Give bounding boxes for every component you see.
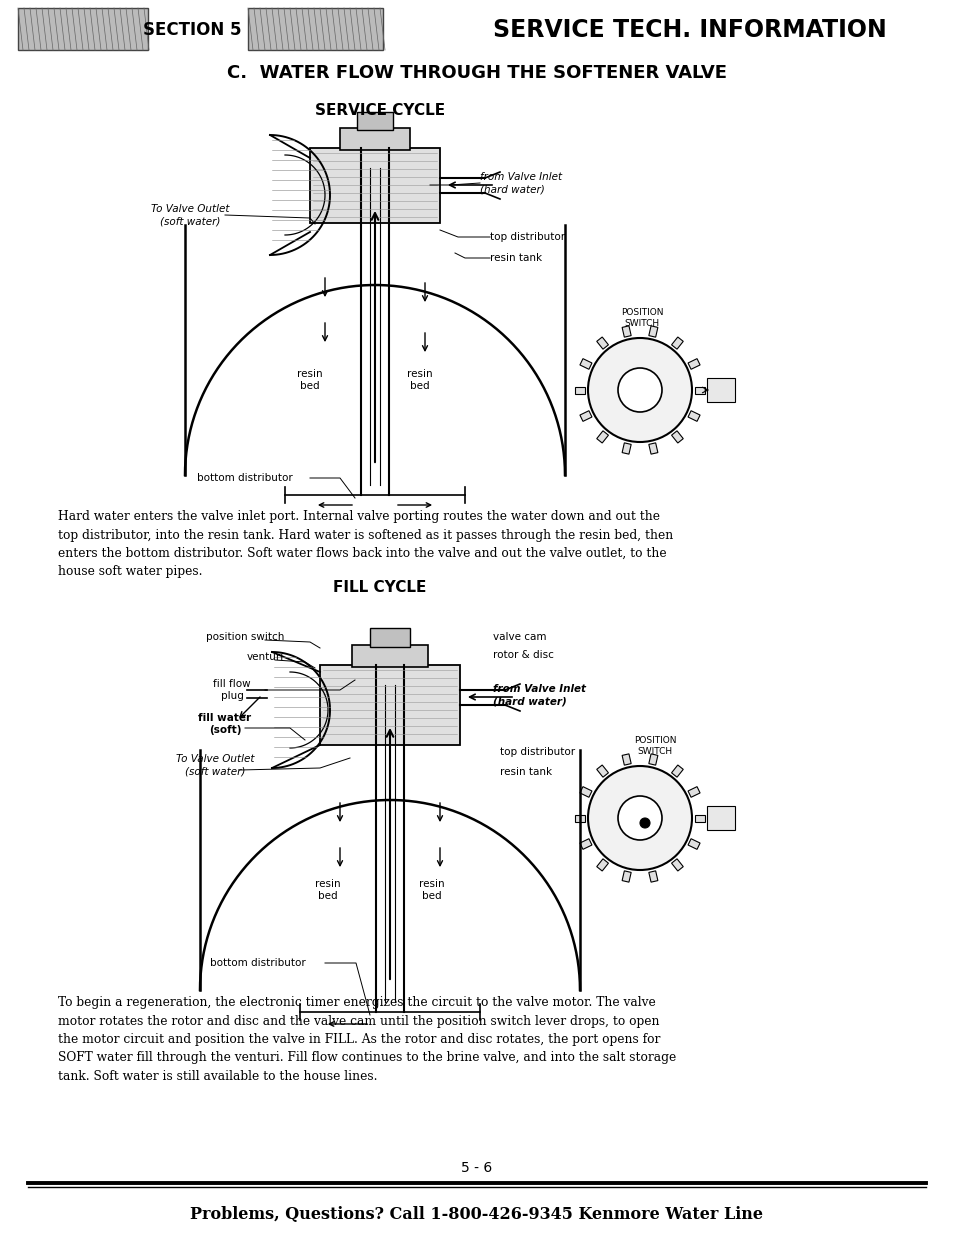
- Bar: [18, 7, 148, 50]
- Polygon shape: [687, 358, 700, 370]
- Text: 5 - 6: 5 - 6: [461, 1161, 492, 1176]
- Bar: [310, 148, 439, 223]
- Polygon shape: [621, 326, 631, 337]
- Text: bottom distributor: bottom distributor: [197, 472, 293, 484]
- Text: FILL CYCLE: FILL CYCLE: [333, 580, 426, 595]
- Polygon shape: [687, 838, 700, 849]
- Text: resin
bed: resin bed: [314, 879, 340, 901]
- Circle shape: [587, 766, 691, 870]
- Text: SERVICE CYCLE: SERVICE CYCLE: [314, 103, 445, 118]
- Text: POSITION
SWITCH: POSITION SWITCH: [620, 308, 662, 329]
- Text: position switch: position switch: [206, 632, 284, 642]
- Text: rotor & disc: rotor & disc: [493, 650, 554, 660]
- Bar: [339, 128, 410, 150]
- Text: To Valve Outlet
(soft water): To Valve Outlet (soft water): [151, 203, 229, 226]
- Polygon shape: [621, 870, 631, 882]
- Polygon shape: [579, 410, 592, 422]
- Text: POSITION
SWITCH: POSITION SWITCH: [633, 737, 676, 756]
- Text: Problems, Questions? Call 1-800-426-9345 Kenmore Water Line: Problems, Questions? Call 1-800-426-9345…: [191, 1207, 762, 1224]
- Circle shape: [618, 796, 661, 839]
- Bar: [706, 378, 734, 402]
- Text: resin tank: resin tank: [499, 768, 552, 777]
- Polygon shape: [648, 870, 658, 882]
- Polygon shape: [579, 838, 592, 849]
- Circle shape: [639, 818, 649, 828]
- Bar: [356, 112, 393, 130]
- Polygon shape: [575, 387, 584, 393]
- Text: fill water
(soft): fill water (soft): [198, 713, 252, 735]
- Circle shape: [618, 368, 661, 412]
- Polygon shape: [687, 410, 700, 422]
- Polygon shape: [671, 337, 682, 350]
- Polygon shape: [648, 326, 658, 337]
- Text: from Valve Inlet
(hard water): from Valve Inlet (hard water): [493, 683, 585, 707]
- Text: SERVICE TECH. INFORMATION: SERVICE TECH. INFORMATION: [493, 19, 886, 42]
- Text: resin
bed: resin bed: [297, 368, 322, 391]
- Bar: [352, 645, 428, 667]
- Polygon shape: [671, 859, 682, 870]
- Polygon shape: [597, 337, 608, 350]
- Polygon shape: [597, 765, 608, 777]
- Text: fill flow
plug: fill flow plug: [213, 678, 251, 701]
- Text: Hard water enters the valve inlet port. Internal valve porting routes the water : Hard water enters the valve inlet port. …: [58, 510, 673, 579]
- Polygon shape: [597, 430, 608, 443]
- Polygon shape: [687, 786, 700, 797]
- Text: To begin a regeneration, the electronic timer energizes the circuit to the valve: To begin a regeneration, the electronic …: [58, 996, 676, 1083]
- Text: top distributor: top distributor: [490, 232, 564, 242]
- Polygon shape: [648, 443, 658, 454]
- Bar: [248, 7, 382, 50]
- Text: from Valve Inlet
(hard water): from Valve Inlet (hard water): [479, 172, 561, 195]
- Polygon shape: [671, 765, 682, 777]
- Text: C.  WATER FLOW THROUGH THE SOFTENER VALVE: C. WATER FLOW THROUGH THE SOFTENER VALVE: [227, 64, 726, 82]
- Text: resin
bed: resin bed: [418, 879, 444, 901]
- Polygon shape: [575, 815, 584, 821]
- Text: top distributor: top distributor: [499, 746, 575, 756]
- Polygon shape: [579, 786, 592, 797]
- Polygon shape: [648, 754, 658, 765]
- Polygon shape: [597, 859, 608, 870]
- Text: SECTION 5: SECTION 5: [143, 21, 241, 38]
- Bar: [319, 665, 459, 745]
- Polygon shape: [695, 387, 704, 393]
- Bar: [706, 806, 734, 830]
- Text: resin
bed: resin bed: [407, 368, 433, 391]
- Bar: [370, 627, 410, 647]
- Text: bottom distributor: bottom distributor: [210, 959, 306, 968]
- Text: venturi: venturi: [246, 652, 283, 662]
- Polygon shape: [579, 358, 592, 370]
- Polygon shape: [621, 443, 631, 454]
- Text: valve cam: valve cam: [493, 632, 546, 642]
- Polygon shape: [621, 754, 631, 765]
- Polygon shape: [695, 815, 704, 821]
- Polygon shape: [671, 430, 682, 443]
- Circle shape: [587, 339, 691, 441]
- Text: To Valve Outlet
(soft water): To Valve Outlet (soft water): [175, 754, 254, 776]
- Text: resin tank: resin tank: [490, 253, 541, 263]
